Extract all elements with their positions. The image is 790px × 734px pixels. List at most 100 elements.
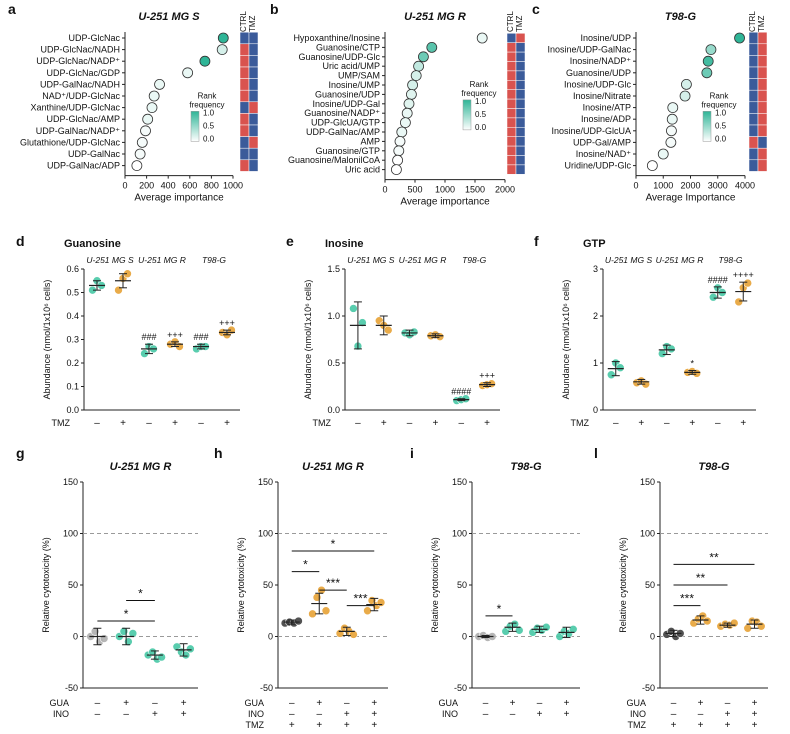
feature-label: UDP-GalNac <box>68 149 121 159</box>
row-sign: + <box>752 720 758 731</box>
panel-letter-g: g <box>16 445 25 461</box>
row-sign: + <box>371 720 377 731</box>
row-sign: – <box>664 418 670 429</box>
heatmap-cell <box>248 113 259 126</box>
feature-label: Guanosine/MalonilCoA <box>288 155 380 165</box>
panel-a: U-251 MG S 0 200 400 600 800 1000 Average impor… <box>20 11 259 204</box>
y-axis-label: Relative cytotoxicity (%) <box>430 537 440 633</box>
importance-point <box>399 117 411 128</box>
data-point <box>99 634 109 643</box>
feature-label: UDP-GalNac/NADP⁺ <box>36 126 121 136</box>
y-tick-label: 150 <box>640 477 655 487</box>
heatmap-cell <box>748 159 759 172</box>
panel-c: T98-G 0 1000 2000 3000 4000 Average Importance… <box>547 11 768 204</box>
row-sign: + <box>671 720 677 731</box>
y-tick-label: 0.3 <box>66 335 79 345</box>
panel-letter-b: b <box>270 1 279 17</box>
chart-title: U-251 MG R <box>302 461 364 473</box>
y-tick-label: 3 <box>593 264 598 274</box>
significance-annotation: #### <box>708 275 728 285</box>
x-tick-label: 800 <box>204 181 219 191</box>
y-axis-label: Abundance (nmol/1x10⁶ cells) <box>303 280 313 400</box>
row-label: TMZ <box>628 720 647 730</box>
y-tick-label: 0.0 <box>66 405 79 415</box>
row-sign: – <box>146 418 152 429</box>
feature-label: Inosine/NADP⁺ <box>570 56 632 66</box>
legend-title: frequency <box>461 89 496 98</box>
panel-f: GTP U-251 MG S U-251 MG R T98-G 0 1 2 3 Abundanc… <box>561 238 756 429</box>
row-sign: – <box>725 698 731 709</box>
y-tick-label: 50 <box>645 580 655 590</box>
heatmap-cell <box>757 124 768 137</box>
row-label: INO <box>53 709 69 719</box>
y-tick-label: 100 <box>452 529 467 539</box>
y-tick-label: 0 <box>593 405 598 415</box>
x-tick-label: 0 <box>633 181 638 191</box>
y-axis-label: Relative cytotoxicity (%) <box>618 537 628 633</box>
x-tick-label: 500 <box>407 185 422 195</box>
importance-point <box>734 32 745 44</box>
row-label: INO <box>248 709 264 719</box>
row-label: TMZ <box>246 720 265 730</box>
heatmap-cell <box>515 117 526 128</box>
heatmap-cell <box>506 89 517 100</box>
feature-label: Inosine/UDP-Glc <box>564 79 632 89</box>
row-sign: – <box>152 698 158 709</box>
y-axis-label: Relative cytotoxicity (%) <box>41 537 51 633</box>
heatmap-cell <box>239 55 250 68</box>
heatmap-cell <box>506 108 517 119</box>
heatmap-cell <box>757 89 768 103</box>
y-tick-label: -50 <box>454 683 467 693</box>
feature-label: UDP-Gal/AMP <box>573 137 631 147</box>
heatmap-cell <box>515 155 526 166</box>
data-point <box>321 606 331 616</box>
data-point <box>376 598 386 607</box>
heatmap-cell <box>515 70 526 81</box>
importance-point <box>701 67 713 79</box>
heatmap-cell <box>239 31 250 45</box>
feature-label: UDP-GalNac/AMP <box>306 127 380 137</box>
legend-tick-label: 0.5 <box>475 110 487 119</box>
row-label: TMZ <box>313 418 332 428</box>
y-tick-label: 0.2 <box>66 358 79 368</box>
data-point <box>657 349 667 358</box>
significance-label: *** <box>680 592 694 606</box>
row-sign: + <box>344 709 350 720</box>
row-label: GUA <box>244 698 264 708</box>
legend-title: Rank <box>470 80 490 89</box>
row-sign: – <box>344 698 350 709</box>
importance-point <box>390 164 402 176</box>
importance-point <box>142 113 154 125</box>
y-tick-label: 50 <box>68 580 78 590</box>
data-point <box>312 593 322 602</box>
y-tick-label: 0.5 <box>66 288 79 298</box>
data-point <box>294 616 303 626</box>
significance-label: * <box>303 558 308 572</box>
row-label: INO <box>442 709 458 719</box>
importance-point <box>646 160 658 172</box>
importance-point <box>657 148 669 160</box>
row-sign: – <box>510 709 516 720</box>
feature-label: UDP-GalNac/NADH <box>40 79 120 89</box>
y-tick-label: 150 <box>452 477 467 487</box>
feature-label: AMP <box>360 136 380 146</box>
heatmap-header: CTRL <box>506 11 515 32</box>
importance-point <box>417 51 429 63</box>
row-sign: + <box>564 698 570 709</box>
data-point <box>186 644 195 654</box>
x-tick-label: 600 <box>182 181 197 191</box>
panel-letter-h: h <box>214 445 223 461</box>
panel-letter-c: c <box>532 1 540 17</box>
feature-label: Inosine/Nitrate <box>573 91 631 101</box>
group-label: U-251 MG S <box>86 255 134 265</box>
group-label: T98-G <box>718 255 742 265</box>
chart-title: T98-G <box>510 461 542 473</box>
heatmap-cell <box>506 70 517 81</box>
heatmap-cell <box>515 33 526 43</box>
importance-point <box>667 102 679 113</box>
row-sign: + <box>725 709 731 720</box>
heatmap-cell <box>757 66 768 79</box>
row-sign: – <box>537 698 543 709</box>
y-tick-label: 0.1 <box>66 382 79 392</box>
